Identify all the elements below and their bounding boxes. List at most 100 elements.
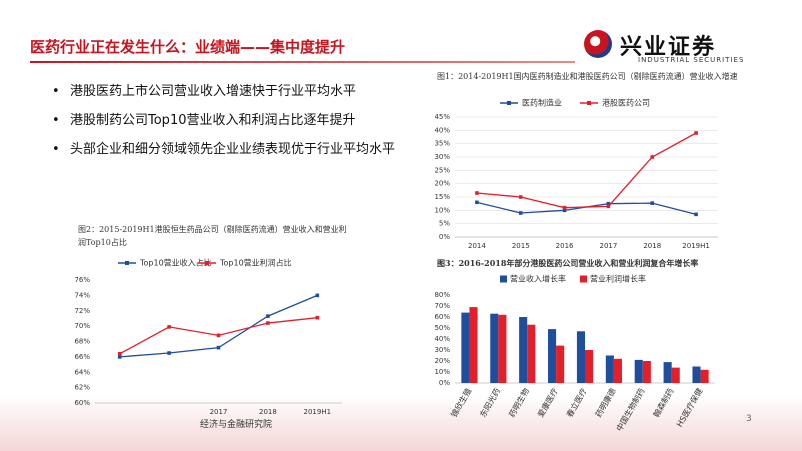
legend-label: Top10营业收入占比 [139, 258, 212, 268]
x-tick-label: 2019H1 [682, 242, 710, 250]
logo-en: INDUSTRIAL SECURITIES [638, 56, 745, 64]
x-tick-label: 春立医疗 [564, 386, 589, 419]
footer: 经济与金融研究院 [200, 420, 273, 430]
y-tick-label: 68% [74, 338, 90, 346]
bar [642, 361, 651, 383]
bullet: 港股医药上市公司营业收入增速快于行业平均水平 [52, 82, 415, 101]
legend-label: 港股医药公司 [602, 98, 650, 108]
point [117, 355, 122, 359]
x-tick-label: 2015 [512, 242, 530, 250]
y-tick-label: 60% [434, 313, 450, 321]
point [562, 205, 567, 210]
y-tick-label: 62% [74, 384, 90, 392]
bar [700, 369, 709, 383]
legend-marker [507, 101, 511, 105]
y-tick-label: 30% [434, 153, 450, 161]
point [117, 352, 122, 356]
legend-swatch [500, 275, 507, 283]
x-tick-label: 2014 [468, 242, 486, 250]
point [694, 212, 698, 217]
point [606, 204, 611, 209]
legend-marker [205, 261, 209, 265]
x-tick-label: 2017 [210, 408, 228, 416]
logo-text: 兴业证券 [620, 35, 717, 60]
y-tick-label: 66% [74, 353, 90, 361]
bar [576, 331, 585, 383]
legend-marker [587, 101, 591, 105]
y-tick-label: 76% [74, 276, 90, 284]
legend-marker [125, 261, 129, 265]
legend-swatch [580, 275, 587, 283]
y-tick-label: 50% [434, 324, 450, 332]
y-tick-label: 0% [439, 379, 450, 387]
point [315, 315, 320, 320]
bullet: 头部企业和细分领域领先企业业绩表现优于行业平均水平 [52, 140, 415, 159]
point [475, 200, 479, 205]
y-tick-label: 20% [434, 357, 450, 365]
bullet: 港股制药公司Top10营业收入和利润占比逐年提升 [52, 111, 415, 130]
bar [469, 307, 478, 383]
chart-title: 图2：2015-2019H1港股恒生药品公司（剔除医药流通）营业收入和营业利润T… [78, 225, 347, 247]
y-tick-label: 5% [439, 220, 450, 228]
bar [671, 367, 680, 383]
logo-mark [584, 30, 612, 58]
x-tick-label: 2018 [643, 242, 661, 250]
y-tick-label: 40% [434, 335, 450, 343]
x-tick-label: 药明生物 [506, 386, 531, 419]
x-tick-label: 爱康医疗 [535, 386, 560, 419]
point [694, 131, 698, 135]
y-tick-label: 80% [434, 291, 450, 299]
x-tick-label: 翰森制药 [651, 386, 676, 419]
line [476, 132, 697, 209]
y-tick-label: 60% [74, 399, 90, 407]
point [266, 314, 270, 318]
point [650, 201, 655, 205]
legend-label: 营业收入增长率 [510, 274, 566, 284]
y-tick-label: 15% [434, 193, 450, 201]
y-tick-label: 0% [439, 233, 450, 241]
point [216, 345, 221, 350]
bar [613, 358, 622, 383]
x-tick-label: 锦欣生殖 [449, 386, 474, 419]
bar [585, 350, 594, 383]
x-tick-label: 2016 [556, 242, 574, 250]
x-tick-label: 药明康德 [593, 386, 618, 419]
y-tick-label: 74% [74, 291, 90, 299]
point [518, 195, 523, 199]
point [216, 333, 221, 338]
slide-title: 医药行业正在发生什么：业绩端——集中度提升 [30, 38, 346, 56]
bar [605, 355, 614, 383]
y-tick-label: 25% [434, 166, 450, 174]
y-tick-label: 70% [434, 302, 450, 310]
legend-label: 营业利润增长率 [590, 274, 646, 284]
point [315, 293, 320, 298]
point [562, 208, 567, 213]
title-rule [30, 61, 575, 63]
bar [490, 313, 499, 383]
point [167, 351, 171, 355]
line [476, 201, 697, 215]
y-tick-label: 45% [434, 113, 450, 121]
bar [663, 362, 672, 383]
x-tick-label: 中国生物制药 [614, 386, 647, 433]
x-tick-label: 2019H1 [304, 408, 332, 416]
bar [527, 324, 536, 383]
point [650, 155, 655, 159]
y-tick-label: 10% [434, 206, 450, 214]
legend-label: Top10营业利润占比 [219, 258, 292, 268]
bar [519, 317, 528, 383]
bar [556, 345, 565, 383]
x-tick-label: HS医疗保健 [674, 386, 704, 428]
bar [461, 312, 470, 383]
x-tick-label: 2017 [600, 242, 618, 250]
bar [548, 329, 557, 383]
bar [634, 359, 643, 383]
point [518, 211, 523, 215]
legend-label: 医药制造业 [522, 98, 562, 108]
bar [692, 366, 701, 383]
y-tick-label: 64% [74, 368, 90, 376]
y-tick-label: 35% [434, 140, 450, 148]
page-number: 3 [746, 414, 752, 424]
y-tick-label: 70% [74, 322, 90, 330]
